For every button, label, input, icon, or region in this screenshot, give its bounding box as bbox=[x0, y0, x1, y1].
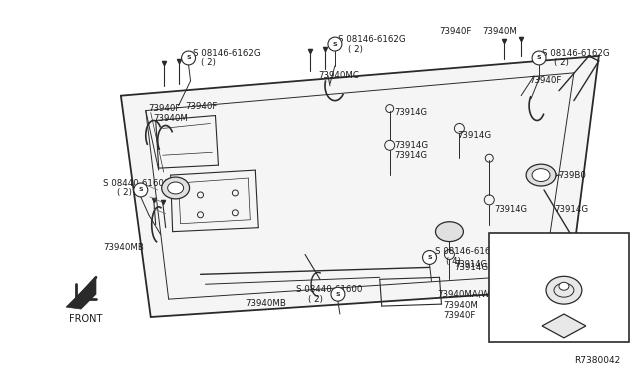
Text: 79936M: 79936M bbox=[499, 243, 536, 252]
Text: 73940MB: 73940MB bbox=[245, 299, 286, 308]
Circle shape bbox=[532, 51, 546, 65]
Text: 73940F: 73940F bbox=[186, 102, 218, 111]
Ellipse shape bbox=[162, 177, 189, 199]
Text: 73914G: 73914G bbox=[395, 141, 429, 150]
Text: 73914G: 73914G bbox=[458, 131, 492, 140]
Text: S 08440-61600: S 08440-61600 bbox=[296, 285, 362, 294]
Text: ( 4): ( 4) bbox=[447, 257, 461, 266]
Text: ( 2): ( 2) bbox=[200, 58, 216, 67]
Text: 73914G: 73914G bbox=[395, 108, 428, 117]
Text: 73940MC: 73940MC bbox=[318, 71, 359, 80]
Text: 73940M: 73940M bbox=[154, 114, 189, 123]
Ellipse shape bbox=[435, 222, 463, 241]
Text: ( 2): ( 2) bbox=[308, 295, 323, 304]
Text: 73940F: 73940F bbox=[529, 76, 561, 85]
Text: S 08146-6162G: S 08146-6162G bbox=[338, 35, 406, 44]
Text: 73914G: 73914G bbox=[554, 205, 588, 214]
Circle shape bbox=[422, 250, 436, 264]
Text: 739B0: 739B0 bbox=[558, 171, 586, 180]
Ellipse shape bbox=[559, 282, 569, 290]
Text: S: S bbox=[335, 292, 340, 297]
Text: 73940F: 73940F bbox=[440, 27, 472, 36]
Ellipse shape bbox=[546, 276, 582, 304]
Circle shape bbox=[328, 37, 342, 51]
Text: UTILITY HOOK: UTILITY HOOK bbox=[528, 329, 590, 339]
Text: S 08146-6162G: S 08146-6162G bbox=[435, 247, 502, 256]
Text: R7380042: R7380042 bbox=[574, 356, 620, 365]
Text: ( 2): ( 2) bbox=[117, 189, 132, 198]
Polygon shape bbox=[66, 277, 96, 309]
Text: 73940F: 73940F bbox=[148, 104, 181, 113]
Circle shape bbox=[331, 287, 345, 301]
Text: S: S bbox=[138, 187, 143, 192]
Ellipse shape bbox=[168, 182, 184, 194]
Text: S 08146-6162G: S 08146-6162G bbox=[193, 48, 260, 58]
Text: 73940MA(W/HANGER): 73940MA(W/HANGER) bbox=[438, 290, 533, 299]
Text: 73940MB: 73940MB bbox=[103, 243, 144, 252]
Ellipse shape bbox=[532, 169, 550, 182]
Text: S: S bbox=[428, 255, 432, 260]
Text: S: S bbox=[537, 55, 541, 61]
FancyBboxPatch shape bbox=[489, 232, 628, 342]
Text: 73914G: 73914G bbox=[454, 263, 488, 272]
Text: 73940F: 73940F bbox=[444, 311, 476, 320]
Text: 73914G: 73914G bbox=[395, 151, 428, 160]
Text: ( 2): ( 2) bbox=[554, 58, 569, 67]
Polygon shape bbox=[121, 56, 599, 317]
Polygon shape bbox=[542, 314, 586, 338]
Text: 73940M: 73940M bbox=[444, 301, 478, 310]
Text: FRONT: FRONT bbox=[69, 314, 102, 324]
Text: S: S bbox=[186, 55, 191, 61]
Text: 73914G: 73914G bbox=[454, 260, 488, 269]
Circle shape bbox=[134, 183, 148, 197]
Text: ( 2): ( 2) bbox=[348, 45, 363, 54]
Text: 73914G: 73914G bbox=[494, 205, 527, 214]
Text: S 08440-61600: S 08440-61600 bbox=[103, 179, 170, 187]
Text: S: S bbox=[333, 42, 337, 46]
Text: S 08146-6162G: S 08146-6162G bbox=[542, 48, 610, 58]
Text: 73940M: 73940M bbox=[483, 27, 517, 36]
Circle shape bbox=[182, 51, 196, 65]
Ellipse shape bbox=[526, 164, 556, 186]
